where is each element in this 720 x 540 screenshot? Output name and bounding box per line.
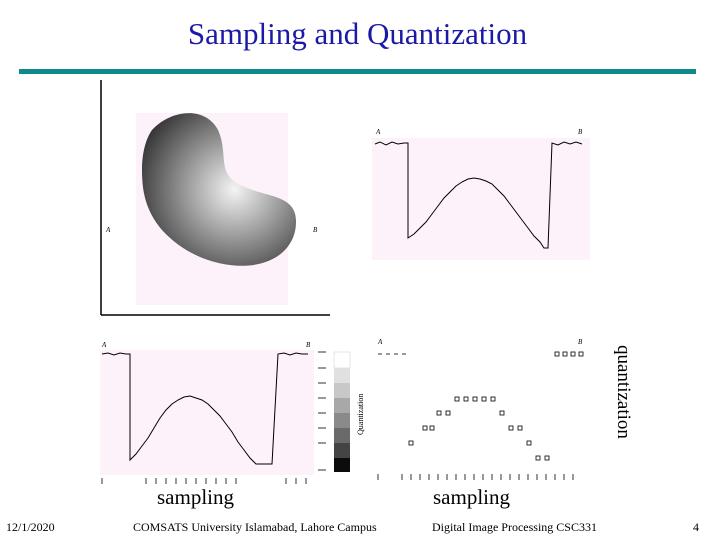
sampled-label-b: B: [306, 341, 311, 349]
gray-scale-bar: [318, 351, 351, 472]
quantized-points: [377, 351, 584, 480]
footer-institution: COMSATS University Islamabad, Lahore Cam…: [133, 520, 377, 534]
quantized-label-b: B: [578, 338, 583, 346]
slide-title: Sampling and Quantization: [187, 16, 528, 51]
quantized-samples: A B: [372, 338, 588, 485]
footer-page-number: 4: [693, 520, 699, 534]
sampling-caption-left: sampling: [157, 485, 234, 509]
profile-label-a: A: [376, 128, 381, 136]
quantization-caption: quantization: [613, 345, 634, 439]
sampled-label-a: A: [102, 341, 107, 349]
quantization-scale: Quantization: [318, 350, 372, 475]
sampled-profile: A B: [100, 341, 314, 484]
profile-label-b: B: [578, 128, 583, 136]
footer-date: 12/1/2020: [6, 520, 55, 534]
scan-line-profile: A B: [372, 128, 590, 260]
label-b: B: [313, 226, 318, 234]
quantized-label-a: A: [378, 338, 383, 346]
continuous-image: [100, 80, 330, 316]
sampling-caption-right: sampling: [433, 485, 510, 509]
quantization-scale-label: Quantization: [356, 393, 365, 435]
footer-course: Digital Image Processing CSC331: [432, 520, 597, 534]
profile-curve: [374, 141, 583, 249]
label-a: A: [106, 226, 111, 234]
continuous-image-panel: A B: [100, 80, 330, 316]
title-divider: [19, 69, 696, 74]
sampled-curve: [101, 352, 308, 484]
